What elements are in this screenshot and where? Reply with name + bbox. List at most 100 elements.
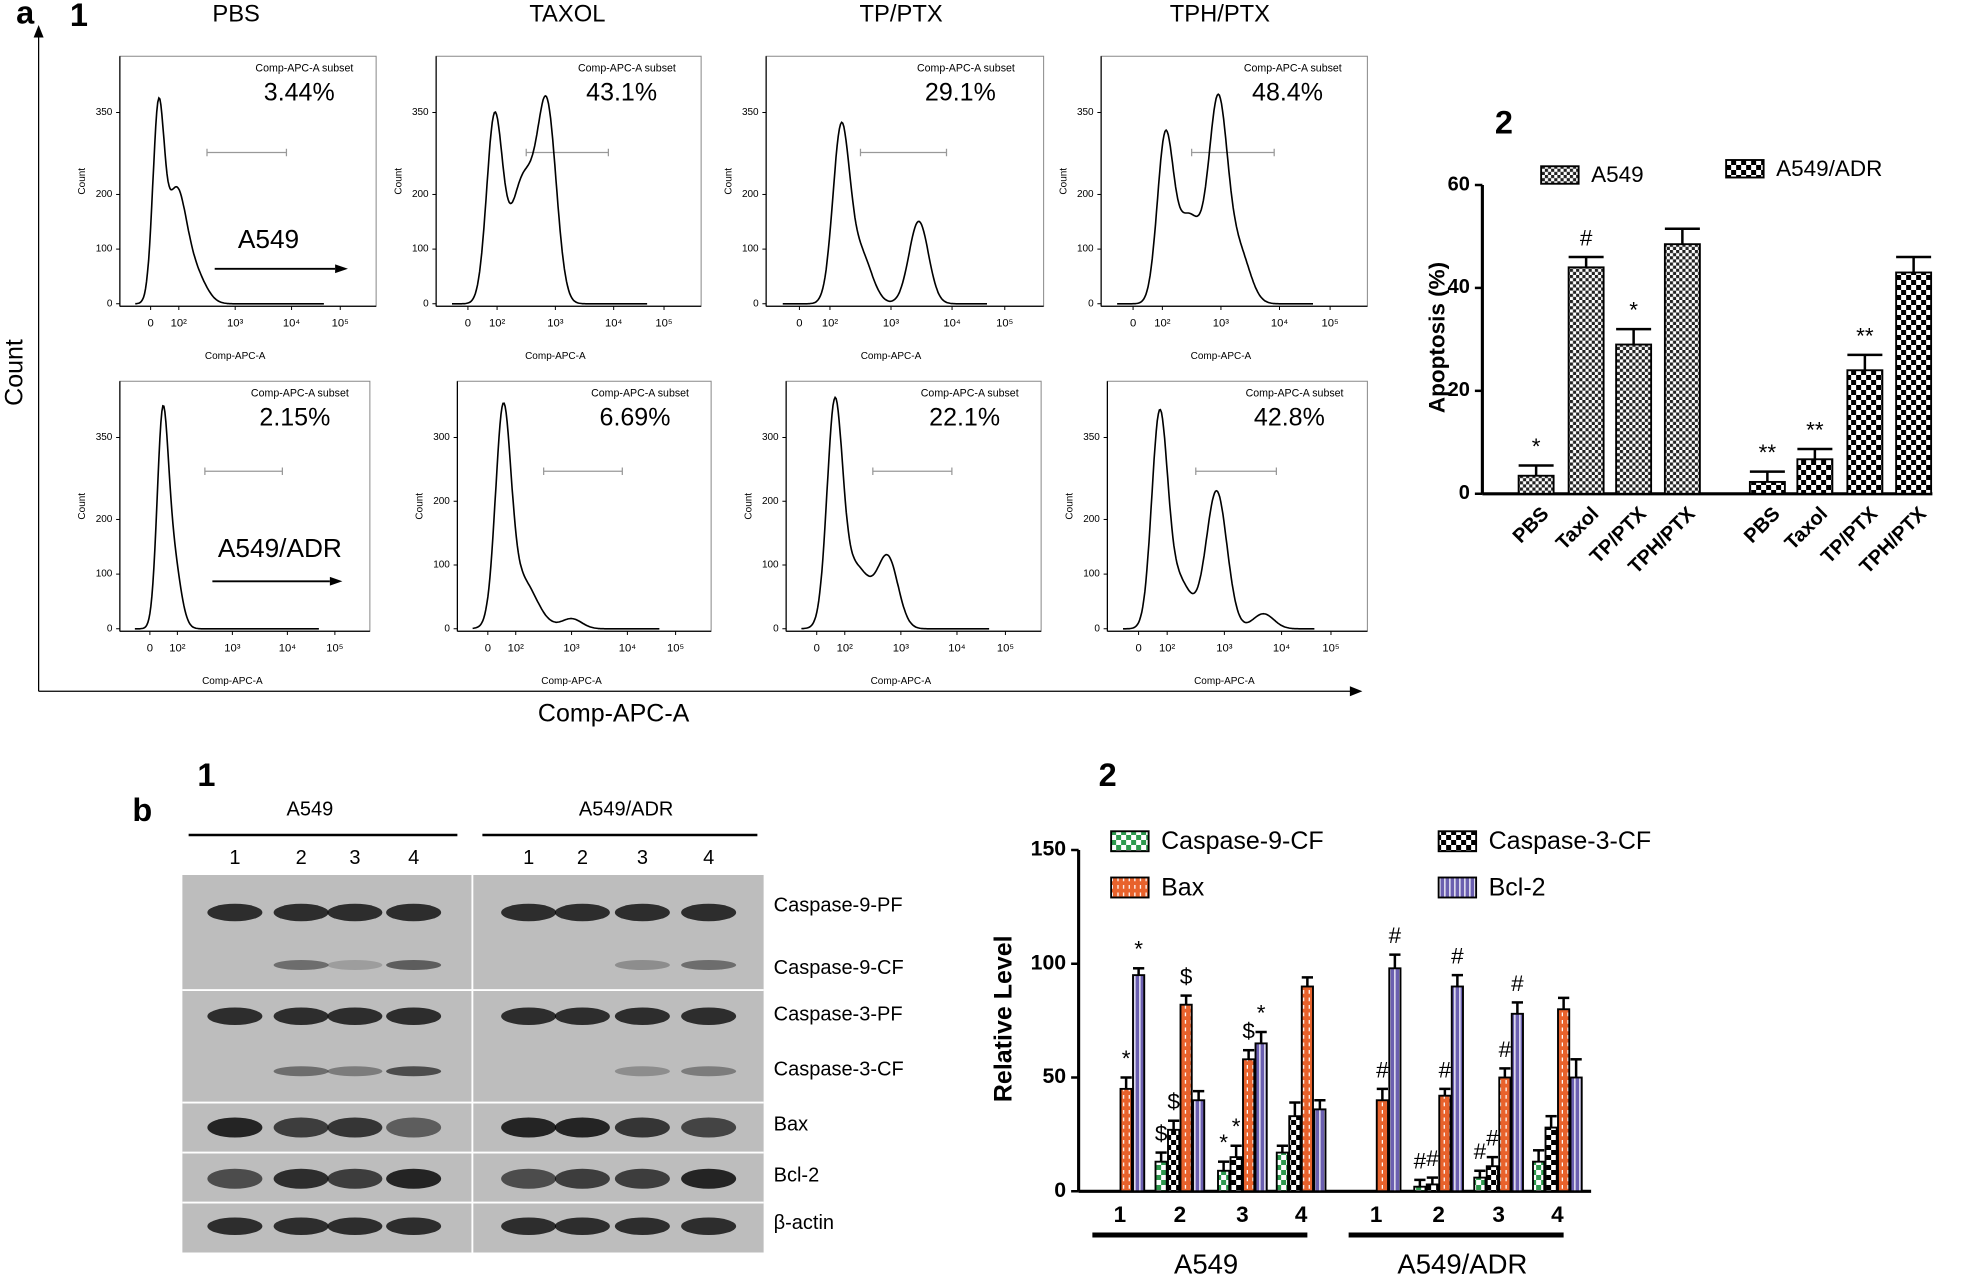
band: [614, 1217, 670, 1235]
plot-x-label: Comp-APC-A: [525, 351, 586, 362]
x-tick-label: 4: [1551, 1202, 1564, 1227]
arrow-head: [1349, 686, 1363, 697]
histogram-curve: [801, 395, 990, 630]
x-tick-label: 10³: [227, 318, 244, 330]
x-tick-label: 10⁴: [1271, 318, 1289, 330]
band: [681, 903, 737, 922]
bar: [1532, 1160, 1546, 1193]
plot-y-label: Count: [723, 168, 734, 195]
lane-label: 4: [703, 847, 714, 869]
legend-swatch: [1110, 830, 1150, 853]
y-tick-label: 0: [107, 298, 113, 309]
y-tick-label: 0: [1088, 298, 1094, 309]
bar: [1510, 1012, 1524, 1193]
x-tick-label: 10²: [508, 643, 525, 655]
band: [614, 1007, 670, 1025]
row-label: A549: [238, 224, 299, 254]
y-tick-label: 150: [1031, 837, 1066, 861]
lane-label: 3: [637, 847, 648, 869]
bar: [1846, 369, 1884, 495]
band: [681, 960, 737, 970]
significance-marker: $: [1180, 964, 1193, 989]
bar: [1388, 967, 1402, 1193]
y-tick-label: 0: [753, 298, 759, 309]
x-tick-label: 10³: [224, 643, 241, 655]
plot-frame: [435, 55, 702, 307]
panel-label: b: [132, 792, 152, 828]
group-label: A549: [287, 798, 334, 820]
row-label: Caspase-9-CF: [774, 957, 904, 979]
y-tick-label: 100: [1031, 950, 1066, 974]
column-title: TAXOL: [529, 0, 605, 27]
band: [386, 1217, 442, 1235]
plot-frame: [1100, 55, 1368, 307]
band: [273, 960, 329, 970]
y-tick-label: 200: [96, 189, 113, 200]
y-tick-label: 350: [412, 107, 429, 118]
bar: [1615, 343, 1653, 495]
band: [554, 1168, 610, 1189]
band: [501, 1117, 557, 1138]
significance-marker: **: [1856, 323, 1874, 348]
y-axis-label: Relative Level: [989, 935, 1017, 1102]
x-tick-label: 10³: [1213, 318, 1230, 330]
plot-frame: [785, 380, 1042, 632]
significance-marker: #: [1426, 1146, 1439, 1171]
legend-label: Bax: [1161, 873, 1205, 901]
legend-swatch: [1437, 876, 1478, 899]
gate-label: Comp-APC-A subset: [1244, 63, 1342, 75]
row-label: A549/ADR: [218, 533, 342, 563]
bar: [1192, 1099, 1206, 1193]
y-tick-label: 100: [1083, 569, 1100, 580]
bar: [1438, 1094, 1452, 1193]
band: [386, 960, 442, 970]
band: [501, 1217, 557, 1235]
significance-marker: *: [1232, 1114, 1241, 1139]
x-tick-label: 0: [1130, 318, 1136, 330]
legend-swatch: [1725, 159, 1765, 179]
significance-marker: #: [1486, 1126, 1499, 1151]
band: [207, 1117, 263, 1138]
x-tick-label: 0: [796, 318, 802, 330]
group-label: A549/ADR: [1397, 1249, 1527, 1280]
band: [614, 1066, 670, 1077]
x-tick-label: 4: [1295, 1202, 1308, 1227]
y-tick-label: 20: [1448, 379, 1470, 401]
x-tick-label: 10²: [489, 318, 506, 330]
lane-label: 2: [577, 847, 588, 869]
bar: [1254, 1042, 1268, 1193]
gate-label: Comp-APC-A subset: [921, 388, 1019, 400]
x-tick-label: 10²: [822, 318, 839, 330]
gate-percent: 2.15%: [259, 403, 330, 431]
bar: [1517, 474, 1555, 495]
band: [681, 1117, 737, 1138]
plot-x-label: Comp-APC-A: [202, 676, 263, 687]
band: [681, 1217, 737, 1235]
significance-marker: #: [1511, 971, 1524, 996]
band: [614, 1117, 670, 1138]
y-tick-label: 350: [742, 107, 759, 118]
bar: [1895, 271, 1933, 495]
x-tick-label: 1: [1370, 1202, 1383, 1227]
bar: [1425, 1183, 1439, 1193]
y-tick-label: 300: [762, 432, 779, 443]
band: [273, 903, 329, 922]
arrow-head: [33, 25, 44, 38]
bar: [1132, 974, 1146, 1193]
bar: [1375, 1099, 1389, 1193]
bar: [1154, 1160, 1168, 1193]
plot-y-label: Count: [1058, 168, 1069, 195]
x-tick-label: 10³: [893, 643, 910, 655]
y-tick-label: 60: [1448, 173, 1470, 195]
y-tick-label: 350: [96, 107, 113, 118]
x-tick-label: 0: [147, 318, 153, 330]
x-tick-label: 1: [1114, 1202, 1127, 1227]
band: [614, 960, 670, 970]
lane-label: 3: [349, 847, 360, 869]
gate-percent: 22.1%: [929, 403, 1000, 431]
gate-label: Comp-APC-A subset: [591, 388, 689, 400]
panel-sublabel: 1: [197, 757, 215, 793]
y-tick-label: 50: [1042, 1064, 1066, 1088]
bar: [1557, 1008, 1571, 1193]
